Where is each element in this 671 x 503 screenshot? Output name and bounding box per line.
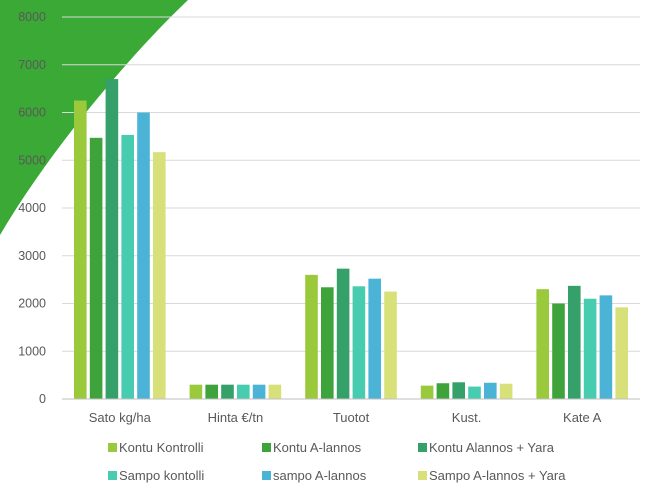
x-category-label: Tuotot <box>333 410 370 425</box>
axis-layer: 0 1000 2000 3000 4000 5000 6000 7000 8000 Sato kg… <box>18 10 640 425</box>
legend-swatch <box>108 443 117 452</box>
bar-tuotot-series-6 <box>384 291 397 399</box>
bar-hinta-tn-series-3 <box>221 384 234 399</box>
bar-kate-a-series-4 <box>583 298 597 399</box>
bar-hinta-tn-series-5 <box>252 384 266 399</box>
y-tick-label: 4000 <box>18 201 46 215</box>
x-category-label: Sato kg/ha <box>89 410 152 425</box>
bar-kust-series-5 <box>484 382 497 399</box>
bar-sato-kg-ha-series-3 <box>105 79 119 399</box>
legend: Kontu Kontrolli Kontu A-lannos Kontu Alann… <box>108 440 566 483</box>
legend-swatch <box>418 443 427 452</box>
bar-kust-series-3 <box>452 382 465 399</box>
bar-sato-kg-ha-series-1 <box>74 100 87 399</box>
bar-tuotot-series-5 <box>368 278 381 399</box>
y-tick-label: 1000 <box>18 344 46 358</box>
bar-tuotot-series-3 <box>336 268 350 399</box>
bar-kust-series-2 <box>436 383 450 399</box>
y-tick-label: 5000 <box>18 153 46 167</box>
bar-hinta-tn-series-4 <box>237 384 250 399</box>
legend-swatch <box>108 471 117 480</box>
bar-kate-a-series-1 <box>536 289 549 399</box>
bar-kate-a-series-2 <box>552 303 565 399</box>
legend-swatch <box>418 471 427 480</box>
green-corner-decoration <box>0 0 188 235</box>
bar-hinta-tn-series-6 <box>268 384 282 399</box>
y-tick-label: 6000 <box>18 106 46 120</box>
bar-sato-kg-ha-series-5 <box>137 112 150 399</box>
bar-kust-series-6 <box>499 383 513 399</box>
y-tick-label: 8000 <box>18 10 46 24</box>
bar-tuotot-series-2 <box>321 287 334 399</box>
legend-swatch <box>262 471 271 480</box>
legend-label: sampo A-lannos <box>273 468 367 483</box>
bar-sato-kg-ha-series-6 <box>153 152 166 399</box>
legend-swatch <box>262 443 271 452</box>
y-tick-label: 2000 <box>18 297 46 311</box>
bar-layer <box>74 79 628 399</box>
bar-kust-series-1 <box>420 385 434 399</box>
x-category-label: Kust. <box>452 410 482 425</box>
y-tick-label: 0 <box>39 392 46 406</box>
bar-kate-a-series-5 <box>599 295 613 399</box>
bar-hinta-tn-series-2 <box>205 384 218 399</box>
legend-label: Sampo kontolli <box>119 468 204 483</box>
bar-tuotot-series-1 <box>305 274 318 399</box>
bar-sato-kg-ha-series-4 <box>121 134 134 399</box>
bar-hinta-tn-series-1 <box>189 384 203 399</box>
x-category-label: Hinta €/tn <box>208 410 264 425</box>
legend-label: Sampo A-lannos + Yara <box>429 468 566 483</box>
x-category-label: Kate A <box>563 410 602 425</box>
legend-label: Kontu Alannos + Yara <box>429 440 555 455</box>
y-tick-label: 3000 <box>18 249 46 263</box>
bar-kate-a-series-3 <box>568 285 581 399</box>
y-tick-label: 7000 <box>18 58 46 72</box>
bar-tuotot-series-4 <box>352 286 366 399</box>
legend-label: Kontu Kontrolli <box>119 440 204 455</box>
legend-label: Kontu A-lannos <box>273 440 362 455</box>
bar-kate-a-series-6 <box>615 307 628 399</box>
bar-sato-kg-ha-series-2 <box>89 137 103 399</box>
bar-kust-series-4 <box>468 386 481 399</box>
